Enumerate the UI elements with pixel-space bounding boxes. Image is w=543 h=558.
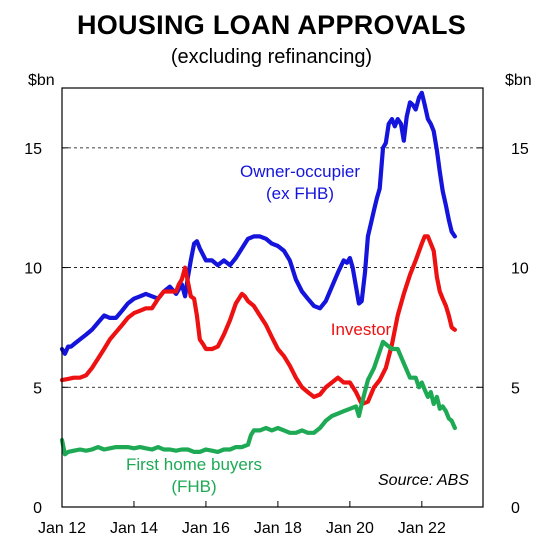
y-tick-label-right: 0 — [511, 500, 520, 517]
y-tick-label-left: 10 — [24, 261, 42, 278]
y-tick-label-left: 5 — [33, 380, 42, 397]
source-note: Source: ABS — [378, 472, 470, 489]
plot-frame — [61, 87, 484, 508]
x-tick-label: Jan 18 — [254, 520, 302, 537]
x-tick-label: Jan 20 — [326, 520, 374, 537]
y-tick-label-right: 10 — [511, 261, 529, 278]
series-lines — [59, 90, 457, 457]
x-tick-label: Jan 14 — [110, 520, 158, 537]
axis-ticks: 0 0 5 5 10 10 15 15 Jan 12 Jan 14 Jan 16 Jan 18 Jan … — [24, 141, 529, 537]
x-tick-label: Jan 16 — [182, 520, 230, 537]
investor-label: Investor — [331, 320, 392, 339]
x-tick-label: Jan 12 — [38, 520, 86, 537]
first-home-buyers-line — [59, 339, 457, 457]
owner-occupier-label: (ex FHB) — [266, 184, 334, 203]
right-axis-unit: $bn — [505, 72, 532, 89]
y-tick-label-right: 5 — [511, 380, 520, 397]
investor-line — [59, 234, 457, 407]
first-home-buyers-label: First home buyers — [126, 455, 262, 474]
left-axis-unit: $bn — [28, 72, 55, 89]
series-labels: Owner-occupier (ex FHB) Investor First home… — [126, 162, 392, 496]
y-tick-label-left: 15 — [24, 141, 42, 158]
y-tick-label-left: 0 — [33, 500, 42, 517]
chart-subtitle: (excluding refinancing) — [170, 46, 373, 68]
chart-title: HOUSING LOAN APPROVALS — [76, 10, 467, 40]
owner-occupier-label: Owner-occupier — [240, 162, 360, 181]
owner-occupier-line — [59, 90, 457, 356]
y-tick-label-right: 15 — [511, 141, 529, 158]
x-tick-label: Jan 22 — [398, 520, 446, 537]
first-home-buyers-label: (FHB) — [171, 477, 216, 496]
